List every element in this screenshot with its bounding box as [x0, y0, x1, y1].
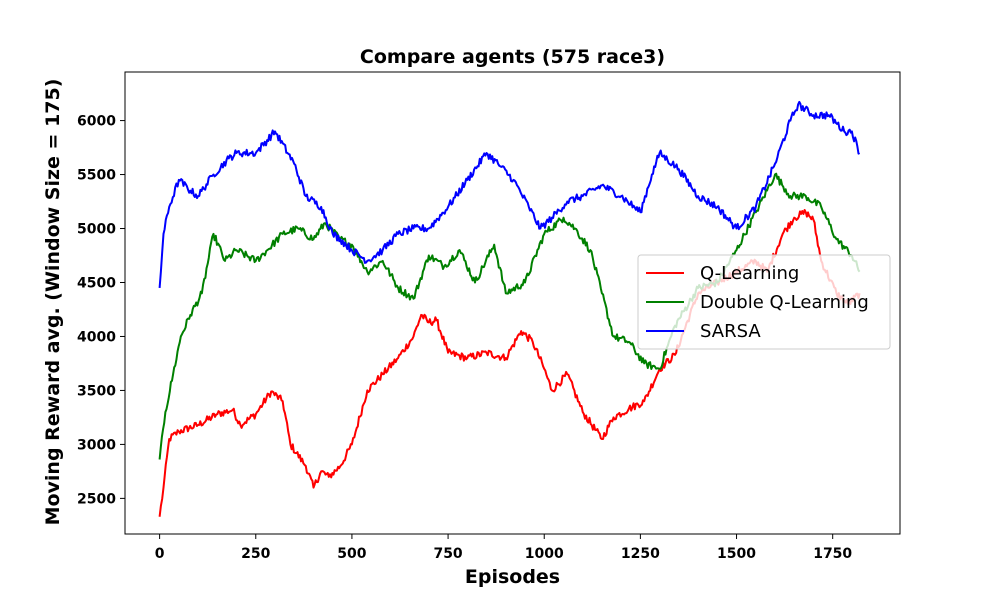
- legend-label: Q-Learning: [700, 263, 799, 284]
- x-axis-label: Episodes: [465, 566, 560, 588]
- y-tick-label: 5000: [77, 222, 116, 238]
- y-tick-label: 5500: [77, 168, 116, 184]
- x-tick-label: 0: [155, 546, 165, 562]
- x-tick-label: 1250: [621, 546, 660, 562]
- legend-label: Double Q-Learning: [700, 292, 869, 313]
- y-tick-label: 4500: [77, 275, 116, 291]
- legend-label: SARSA: [700, 321, 761, 342]
- legend: Q-Learning Double Q-Learning SARSA: [637, 254, 891, 350]
- x-tick-label: 1750: [813, 546, 852, 562]
- series-line-2: [158, 100, 861, 288]
- x-tick-label: 750: [433, 546, 462, 562]
- chart-title: Compare agents (575 race3): [360, 46, 665, 68]
- x-tick-label: 250: [241, 546, 270, 562]
- x-tick-label: 500: [337, 546, 366, 562]
- series-line-1: [158, 172, 861, 460]
- x-tick-label: 1000: [525, 546, 564, 562]
- y-tick-label: 3000: [77, 437, 116, 453]
- y-axis: 2500 3000 3500 4000 4500 5000 5500 6000: [77, 114, 125, 507]
- legend-box: [637, 254, 891, 350]
- y-tick-label: 2500: [77, 491, 116, 507]
- y-tick-label: 4000: [77, 329, 116, 345]
- y-tick-label: 3500: [77, 383, 116, 399]
- y-tick-label: 6000: [77, 114, 116, 130]
- y-axis-label: Moving Reward avg. (Window Size = 175): [42, 79, 64, 526]
- plot-frame: [124, 71, 901, 535]
- x-tick-label: 1500: [717, 546, 756, 562]
- x-axis: 0 250 500 750 1000 1250 1500 1750: [155, 534, 852, 562]
